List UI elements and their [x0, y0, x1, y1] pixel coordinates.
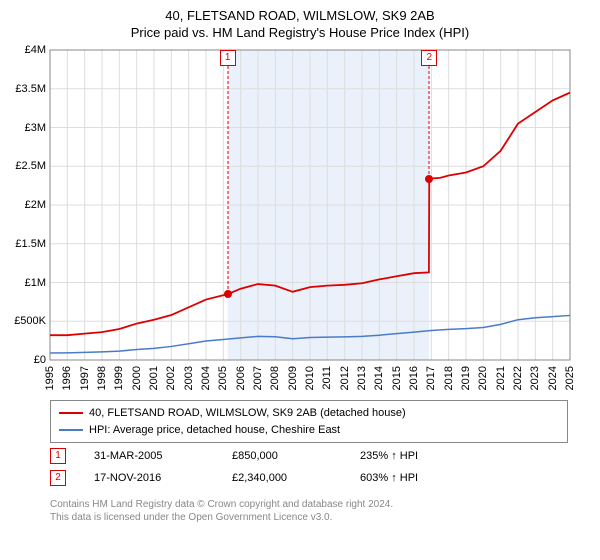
footer-attribution: Contains HM Land Registry data © Crown c…: [50, 498, 393, 524]
footer-line2: This data is licensed under the Open Gov…: [50, 511, 393, 524]
legend-swatch: [59, 429, 83, 431]
legend-label: HPI: Average price, detached house, Ches…: [89, 422, 340, 439]
sale-marker-dot: [224, 290, 232, 298]
sale-marker-line: [429, 66, 430, 179]
sale-marker-line: [227, 66, 228, 294]
sale-hpi-pct: 235% ↑ HPI: [360, 450, 418, 462]
sale-price: £850,000: [232, 450, 332, 462]
sales-table: 1 31-MAR-2005 £850,000 235% ↑ HPI 2 17-NOV-20…: [50, 448, 418, 492]
legend-item: HPI: Average price, detached house, Ches…: [59, 422, 559, 439]
legend-item: 40, FLETSAND ROAD, WILMSLOW, SK9 2AB (de…: [59, 405, 559, 422]
sale-marker-dot: [425, 175, 433, 183]
sale-date: 31-MAR-2005: [94, 450, 204, 462]
legend: 40, FLETSAND ROAD, WILMSLOW, SK9 2AB (de…: [50, 400, 568, 443]
sale-marker-box: 2: [421, 50, 437, 66]
footer-line1: Contains HM Land Registry data © Crown c…: [50, 498, 393, 511]
chart-plot: [0, 0, 600, 370]
legend-label: 40, FLETSAND ROAD, WILMSLOW, SK9 2AB (de…: [89, 405, 406, 422]
sale-hpi-pct: 603% ↑ HPI: [360, 472, 418, 484]
sale-row-marker: 2: [50, 470, 66, 486]
sale-row: 1 31-MAR-2005 £850,000 235% ↑ HPI: [50, 448, 418, 464]
sale-date: 17-NOV-2016: [94, 472, 204, 484]
legend-swatch: [59, 412, 83, 414]
sale-marker-box: 1: [220, 50, 236, 66]
sale-row: 2 17-NOV-2016 £2,340,000 603% ↑ HPI: [50, 470, 418, 486]
sale-price: £2,340,000: [232, 472, 332, 484]
sale-row-marker: 1: [50, 448, 66, 464]
